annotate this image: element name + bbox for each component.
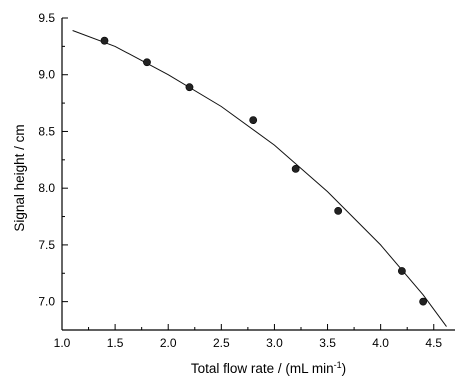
y-tick-label: 7.5 <box>38 238 55 252</box>
x-axis-title-close: ) <box>342 361 347 376</box>
x-tick-label: 3.0 <box>266 336 283 350</box>
y-tick-label: 8.0 <box>38 181 55 195</box>
x-tick-label: 3.5 <box>319 336 336 350</box>
data-point <box>419 297 428 306</box>
y-tick-label: 7.0 <box>38 295 55 309</box>
x-tick-label: 1.0 <box>54 336 71 350</box>
data-point <box>334 206 343 215</box>
x-tick-label: 4.5 <box>425 336 442 350</box>
y-tick-label: 9.0 <box>38 68 55 82</box>
x-tick-label: 2.5 <box>213 336 230 350</box>
y-tick-label: 8.5 <box>38 124 55 138</box>
y-axis-title: Signal height / cm <box>12 124 27 231</box>
data-point <box>143 58 151 67</box>
y-tick-label: 9.5 <box>38 11 55 25</box>
marks <box>72 30 447 327</box>
axes: Total flow rate / (mL min-1) Signal heig… <box>12 11 455 376</box>
data-point <box>185 83 194 92</box>
x-tick-label: 1.5 <box>107 336 124 350</box>
data-point <box>249 116 258 125</box>
data-point <box>291 164 300 173</box>
data-point <box>397 267 406 275</box>
x-axis-title: Total flow rate / (mL min-1) <box>191 360 346 376</box>
fit-curve <box>72 30 447 327</box>
x-tick-label: 2.0 <box>160 336 177 350</box>
x-axis-title-superscript: -1 <box>334 360 342 370</box>
data-point <box>100 36 109 45</box>
x-tick-label: 4.0 <box>372 336 389 350</box>
x-axis-title-main: Total flow rate / (mL min <box>191 361 334 376</box>
